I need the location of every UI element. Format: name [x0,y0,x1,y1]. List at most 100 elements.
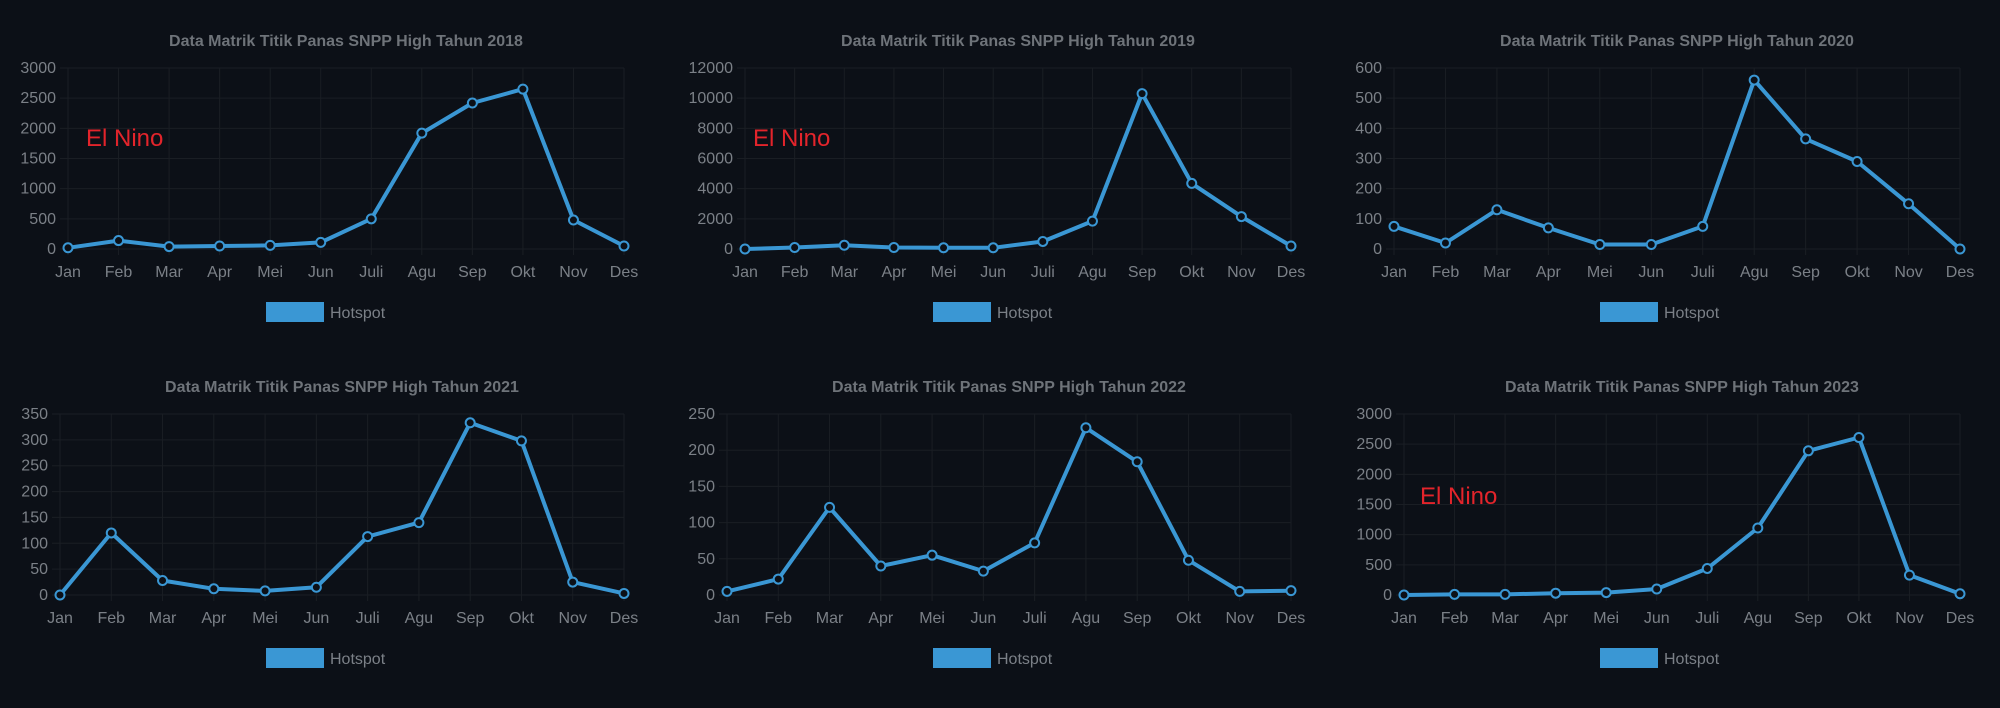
data-point[interactable] [1029,537,1041,549]
data-point[interactable] [1499,588,1511,600]
data-point[interactable] [105,527,117,539]
data-point[interactable] [1645,238,1657,250]
data-point[interactable] [938,242,950,254]
data-point[interactable] [721,585,733,597]
data-point[interactable] [987,242,999,254]
data-point[interactable] [315,236,327,248]
data-point[interactable] [464,417,476,429]
x-tick-label: Juli [356,610,380,627]
data-point[interactable] [208,583,220,595]
x-tick-label: Okt [1846,610,1871,627]
data-point[interactable] [517,83,529,95]
series-line [725,425,1293,594]
x-tick-label: Sep [1123,610,1152,627]
data-point[interactable] [1954,588,1966,600]
data-point[interactable] [1903,569,1915,581]
data-point[interactable] [1080,422,1092,434]
data-point[interactable] [1186,177,1198,189]
data-point[interactable] [1697,220,1709,232]
data-point[interactable] [1851,156,1863,168]
y-tick-label: 6000 [697,151,733,168]
x-tick-label: Mar [149,610,177,627]
data-point[interactable] [875,560,887,572]
data-point[interactable] [888,241,900,253]
data-point[interactable] [1086,215,1098,227]
gridlines [737,67,1292,255]
chart-title: Data Matrik Titik Panas SNPP High Tahun … [1505,379,1859,396]
data-point[interactable] [1600,587,1612,599]
data-point[interactable] [163,241,175,253]
data-point[interactable] [515,435,527,447]
data-point[interactable] [1651,583,1663,595]
data-point[interactable] [824,501,836,513]
data-point[interactable] [113,235,125,247]
data-point[interactable] [1285,585,1297,597]
x-tick-label: Juli [1023,610,1047,627]
data-point[interactable] [214,240,226,252]
y-tick-label: 600 [1355,60,1382,77]
data-point[interactable] [62,242,74,254]
data-point[interactable] [157,575,169,587]
legend[interactable]: Hotspot [266,648,386,668]
data-point[interactable] [54,589,66,601]
data-point[interactable] [838,239,850,251]
legend[interactable]: Hotspot [266,302,386,322]
data-point[interactable] [567,214,579,226]
data-point[interactable] [1235,211,1247,223]
data-point[interactable] [1182,554,1194,566]
data-point[interactable] [1449,588,1461,600]
data-point[interactable] [739,243,751,255]
data-point[interactable] [1550,587,1562,599]
legend[interactable]: Hotspot [1600,648,1720,668]
x-tick-label: Des [1946,610,1974,627]
y-tick-label: 1500 [20,151,56,168]
x-tick-label: Agu [1740,264,1768,281]
chart-title: Data Matrik Titik Panas SNPP High Tahun … [1500,33,1854,50]
data-point[interactable] [1285,240,1297,252]
data-point[interactable] [1903,198,1915,210]
y-tick-label: 50 [697,551,715,568]
chart-panel-2: Data Matrik Titik Panas SNPP High Tahun … [689,33,1305,322]
data-point[interactable] [1542,222,1554,234]
data-point[interactable] [1802,445,1814,457]
data-point[interactable] [1853,432,1865,444]
data-point[interactable] [618,587,630,599]
x-tick-label: Mei [919,610,945,627]
data-point[interactable] [1439,237,1451,249]
chart-panel-5: Data Matrik Titik Panas SNPP High Tahun … [688,379,1305,668]
data-point[interactable] [1398,589,1410,601]
data-point[interactable] [466,97,478,109]
data-point[interactable] [1491,204,1503,216]
series-line [66,87,626,250]
legend[interactable]: Hotspot [933,302,1053,322]
data-point[interactable] [1594,238,1606,250]
legend[interactable]: Hotspot [933,648,1053,668]
x-tick-label: Apr [881,264,907,281]
data-point[interactable] [977,565,989,577]
legend[interactable]: Hotspot [1600,302,1720,322]
data-point[interactable] [1234,585,1246,597]
data-point[interactable] [1954,243,1966,255]
data-point[interactable] [1748,74,1760,86]
data-point[interactable] [1136,88,1148,100]
data-point[interactable] [926,549,938,561]
data-point[interactable] [1037,235,1049,247]
data-point[interactable] [310,581,322,593]
data-point[interactable] [1800,133,1812,145]
data-point[interactable] [259,585,271,597]
data-point[interactable] [1388,220,1400,232]
x-tick-label: Okt [1179,264,1204,281]
data-point[interactable] [1131,456,1143,468]
data-point[interactable] [1701,562,1713,574]
data-point[interactable] [365,213,377,225]
data-point[interactable] [416,127,428,139]
data-point[interactable] [772,573,784,585]
data-point[interactable] [413,517,425,529]
data-point[interactable] [1752,522,1764,534]
x-tick-label: Nov [1894,264,1922,281]
data-point[interactable] [618,240,630,252]
data-point[interactable] [362,531,374,543]
data-point[interactable] [789,241,801,253]
data-point[interactable] [567,576,579,588]
data-point[interactable] [264,239,276,251]
